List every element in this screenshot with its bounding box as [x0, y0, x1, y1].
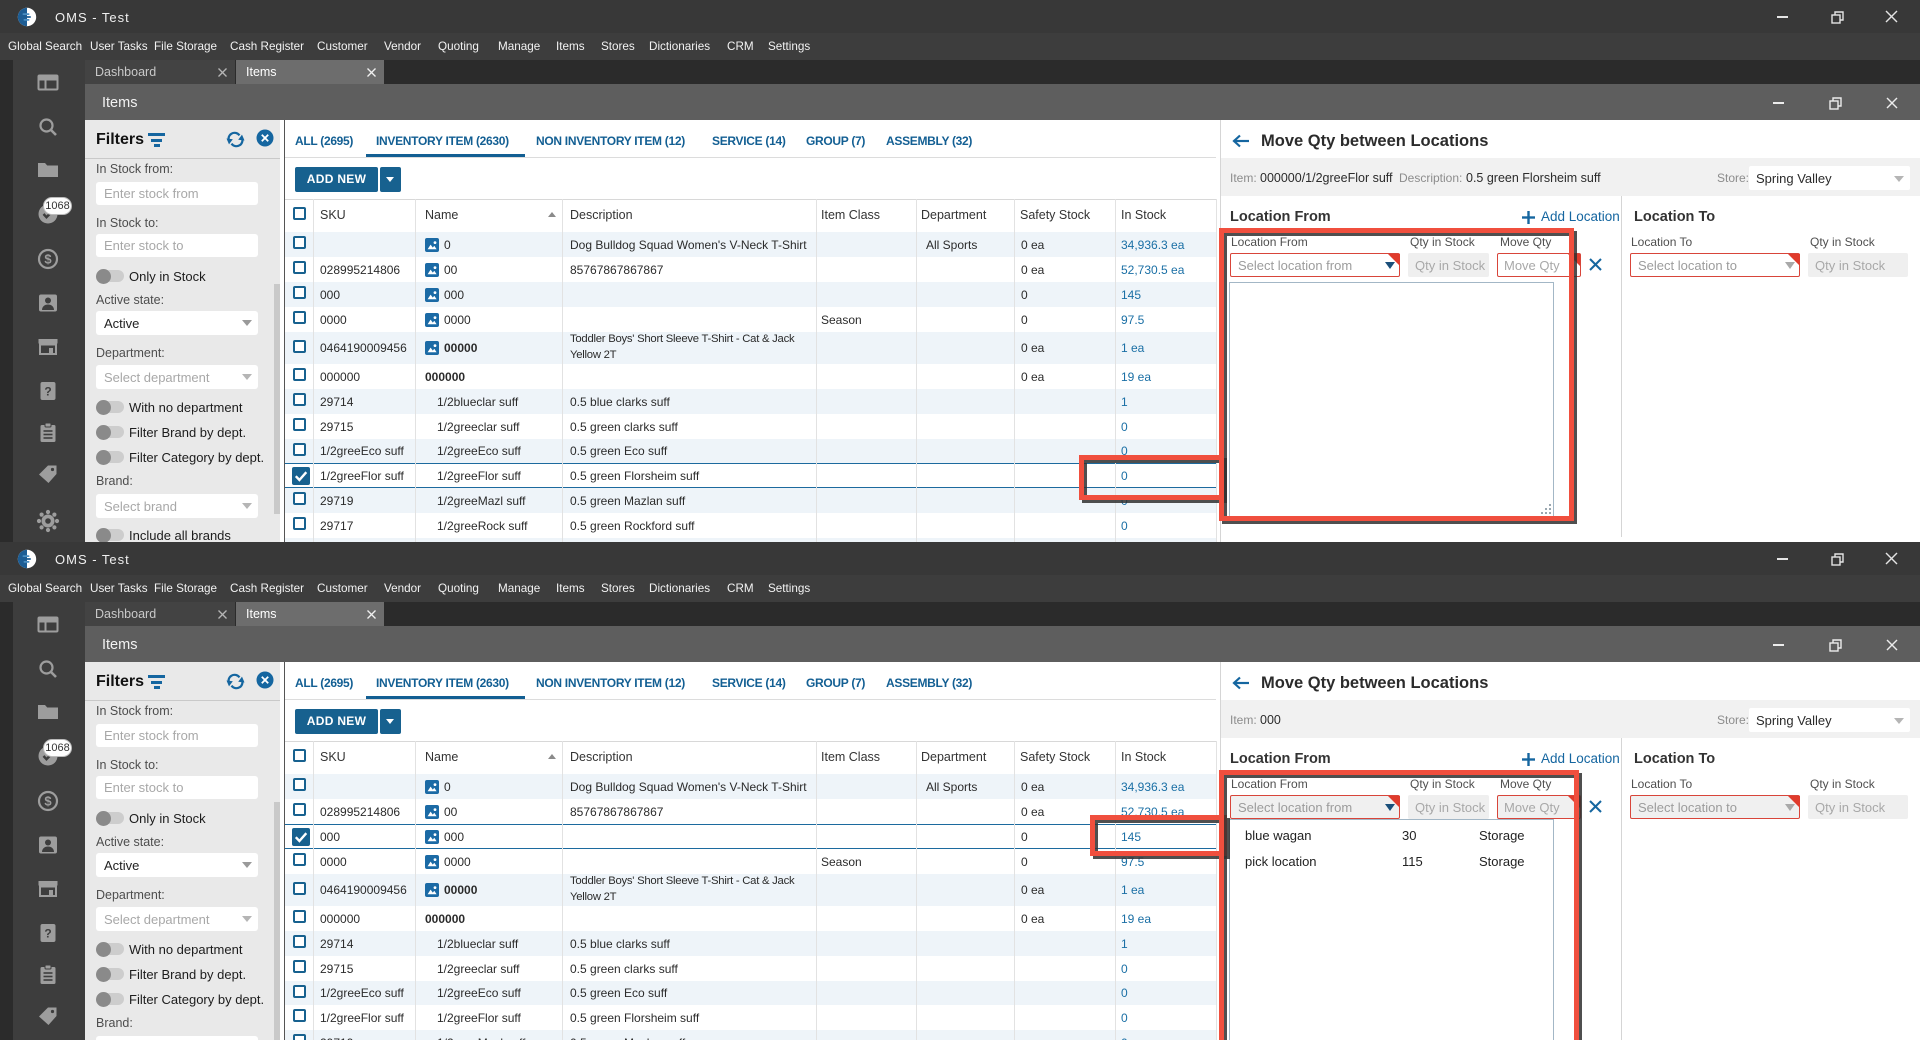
svg-text:$: $	[44, 252, 52, 267]
svg-text:$: $	[44, 794, 52, 809]
svg-text:?: ?	[44, 385, 51, 399]
svg-text:?: ?	[44, 927, 51, 941]
